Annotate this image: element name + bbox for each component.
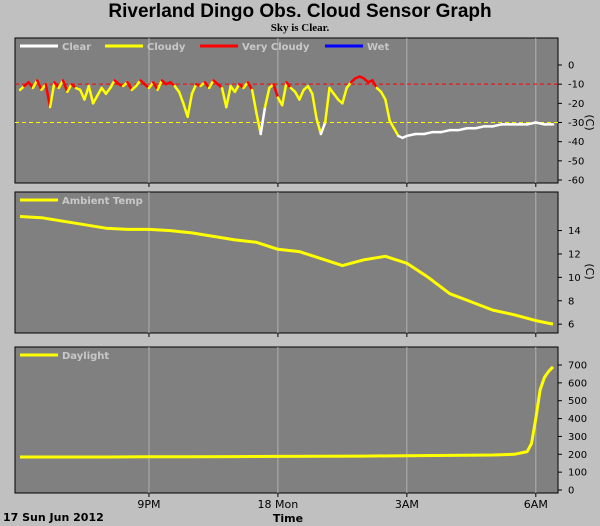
y-tick-label: 10 bbox=[568, 273, 581, 284]
series-segment bbox=[311, 92, 318, 120]
series-line-daylight bbox=[20, 365, 555, 459]
series-segment bbox=[388, 119, 396, 130]
y-tick-label: 12 bbox=[568, 249, 581, 260]
y-axis-label: (C) bbox=[583, 114, 596, 130]
series-segment bbox=[474, 125, 486, 130]
legend-label: Clear bbox=[62, 42, 91, 53]
series-segment bbox=[233, 82, 241, 94]
legend-label: Daylight bbox=[62, 351, 109, 362]
series-segment bbox=[457, 127, 469, 132]
sky-status-text: Sky is Clear. bbox=[270, 22, 330, 34]
series-line-ambient-temp bbox=[19, 215, 554, 326]
y-tick-label: 500 bbox=[568, 396, 587, 407]
series-segment bbox=[298, 88, 305, 101]
y-tick-label: -20 bbox=[568, 99, 584, 110]
series-segment bbox=[525, 121, 538, 126]
y-tick-label: 14 bbox=[568, 226, 581, 237]
y-tick-label: 600 bbox=[568, 378, 587, 389]
legend-label: Cloudy bbox=[147, 42, 186, 53]
series-segment bbox=[207, 79, 215, 90]
series-segment bbox=[280, 81, 288, 107]
series-segment bbox=[306, 84, 314, 95]
y-tick-label: -40 bbox=[568, 137, 584, 148]
series-segment bbox=[126, 81, 134, 92]
y-tick-label: -10 bbox=[568, 80, 584, 91]
series-segment bbox=[220, 86, 228, 109]
series-segment bbox=[439, 128, 452, 134]
y-tick-label: 400 bbox=[568, 414, 587, 425]
footer-date: 17 Sun Jun 2012 bbox=[3, 511, 104, 524]
chart-title: Riverland Dingo Obs. Cloud Sensor Graph bbox=[108, 1, 492, 22]
series-segment bbox=[315, 117, 323, 136]
legend-label: Ambient Temp bbox=[62, 196, 143, 207]
series-segment bbox=[87, 84, 95, 105]
series-segment bbox=[392, 127, 400, 138]
y-axis-label: (C) bbox=[583, 263, 596, 279]
x-tick-label: 6AM bbox=[524, 498, 548, 511]
y-tick-label: -30 bbox=[568, 118, 584, 129]
plot-area-1 bbox=[14, 37, 559, 184]
series-segment bbox=[255, 111, 262, 136]
series-segment bbox=[319, 121, 327, 136]
series-segment bbox=[422, 130, 434, 136]
y-tick-label: -60 bbox=[568, 176, 584, 187]
y-tick-label: 0 bbox=[568, 61, 574, 72]
x-tick-label: 3AM bbox=[395, 498, 419, 511]
series-segment bbox=[186, 92, 194, 118]
series-segment bbox=[405, 132, 417, 138]
y-tick-label: -50 bbox=[568, 156, 584, 167]
series-segment bbox=[341, 86, 348, 105]
series-segment bbox=[246, 81, 254, 92]
series-segment bbox=[323, 86, 331, 124]
series-segment bbox=[109, 79, 116, 90]
series-segment bbox=[272, 82, 280, 99]
y-tick-label: 0 bbox=[568, 486, 574, 497]
series-segment bbox=[91, 94, 99, 105]
x-axis-label: Time bbox=[273, 512, 303, 525]
series-segment bbox=[44, 82, 52, 109]
x-tick-label: 18 Mon bbox=[258, 498, 299, 511]
x-tick-label: 9PM bbox=[137, 498, 160, 511]
series-segment bbox=[177, 90, 185, 105]
y-tick-label: 300 bbox=[568, 432, 587, 443]
y-tick-label: 8 bbox=[568, 296, 574, 307]
series-segment bbox=[61, 79, 69, 94]
series-segment bbox=[379, 90, 387, 101]
y-tick-label: 6 bbox=[568, 320, 574, 331]
series-segment bbox=[263, 86, 271, 109]
y-tick-label: 700 bbox=[568, 361, 587, 372]
series-segment bbox=[48, 81, 56, 109]
series-segment bbox=[491, 123, 503, 128]
series-segment bbox=[225, 84, 232, 109]
series-segment bbox=[156, 79, 164, 92]
legend-label: Wet bbox=[367, 42, 389, 53]
legend-label: Very Cloudy bbox=[242, 42, 310, 53]
series-segment bbox=[250, 88, 258, 115]
series-segment bbox=[35, 79, 43, 92]
series-segment bbox=[534, 121, 546, 126]
plot-area-3 bbox=[14, 346, 559, 494]
series-segment bbox=[96, 86, 103, 97]
series-segment bbox=[66, 82, 73, 94]
y-tick-label: 100 bbox=[568, 468, 587, 479]
series-segment bbox=[384, 98, 391, 122]
y-tick-label: 200 bbox=[568, 450, 587, 461]
series-segment bbox=[190, 82, 198, 95]
plot-area-2 bbox=[14, 191, 559, 334]
series-segment bbox=[371, 79, 379, 90]
series-segment bbox=[259, 105, 267, 136]
